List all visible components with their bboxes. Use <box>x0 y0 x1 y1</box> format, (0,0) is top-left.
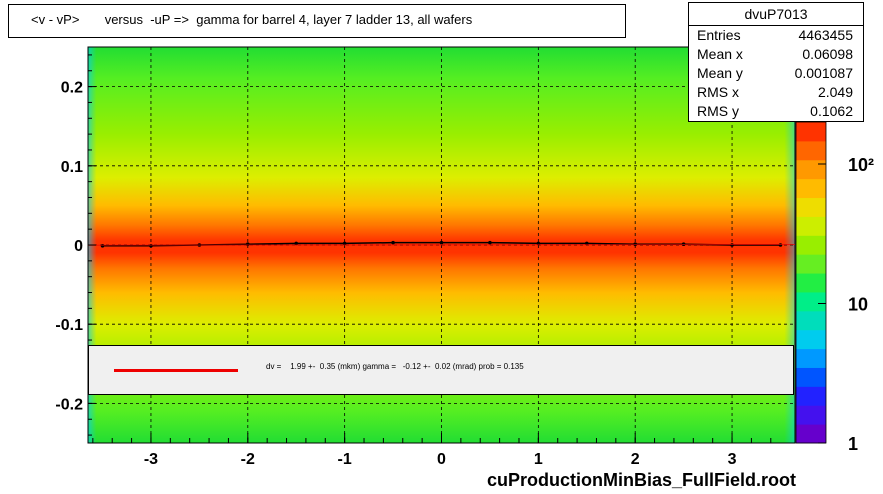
y-tick-label: 0.1 <box>61 159 83 176</box>
colorbar-segment <box>796 329 826 350</box>
colorbar-label: 1 <box>848 434 858 454</box>
y-tick-label: 0 <box>74 238 83 255</box>
stat-value: 0.06098 <box>802 46 853 62</box>
stat-label: Mean x <box>697 46 743 62</box>
y-tick-label: -0.1 <box>55 317 83 334</box>
x-tick-label: -3 <box>144 451 158 468</box>
x-tick-label: -2 <box>241 451 255 468</box>
profile-point <box>391 240 395 245</box>
legend-line-marker <box>114 369 238 372</box>
stats-box: dvuP7013 Entries 4463455 Mean x 0.06098 … <box>688 2 864 122</box>
title-box: <v - vP> versus -uP => gamma for barrel … <box>8 4 626 38</box>
colorbar-segment <box>796 291 826 312</box>
stat-value: 0.001087 <box>794 65 853 81</box>
colorbar-segment <box>796 216 826 236</box>
colorbar-segment <box>796 140 826 161</box>
colorbar-segment <box>796 122 826 142</box>
colorbar-segment <box>796 254 826 274</box>
stats-divider <box>689 25 863 26</box>
stat-row-rms-x: RMS x 2.049 <box>697 84 853 100</box>
colorbar-segment <box>796 235 826 255</box>
fit-legend: dv = 1.99 +- 0.35 (mkm) gamma = -0.12 +-… <box>88 345 794 395</box>
colorbar-segment <box>796 159 826 180</box>
stat-row-rms-y: RMS y 0.1062 <box>697 103 853 119</box>
colorbar-segment <box>796 273 826 293</box>
profile-points <box>87 240 796 248</box>
stat-label: Mean y <box>697 65 743 81</box>
colorbar-segment <box>796 197 826 217</box>
profile-point <box>294 241 299 246</box>
colorbar: 10² 10 1 <box>795 121 874 454</box>
x-tick-label: 0 <box>437 451 446 468</box>
stat-value: 4463455 <box>798 27 853 43</box>
profile-point <box>100 243 105 248</box>
stat-label: RMS x <box>697 84 739 100</box>
stat-label: RMS y <box>697 103 739 119</box>
y-axis: -0.2 -0.1 0 0.1 0.2 <box>55 54 96 436</box>
colorbar-segment <box>796 367 826 387</box>
y-tick-label: -0.2 <box>55 396 83 413</box>
footer-filename: cuProductionMinBias_FullField.root <box>487 470 797 490</box>
stat-label: Entries <box>697 27 741 43</box>
colorbar-frame <box>795 121 827 444</box>
colorbar-segment <box>796 310 826 331</box>
colorbar-segment <box>796 178 826 199</box>
stat-row-entries: Entries 4463455 <box>697 27 853 43</box>
stat-row-mean-x: Mean x 0.06098 <box>697 46 853 62</box>
x-tick-label: 3 <box>728 451 737 468</box>
profile-point <box>488 240 492 245</box>
x-tick-label: -1 <box>338 451 352 468</box>
chart-title: <v - vP> versus -uP => gamma for barrel … <box>31 12 473 27</box>
colorbar-label: 10² <box>848 155 874 175</box>
x-axis: -3 -2 -1 0 1 2 3 <box>92 433 772 468</box>
colorbar-label: 10 <box>848 294 868 314</box>
stat-row-mean-y: Mean y 0.001087 <box>697 65 853 81</box>
legend-text: dv = 1.99 +- 0.35 (mkm) gamma = -0.12 +-… <box>266 362 524 371</box>
y-tick-label: 0.2 <box>61 80 83 97</box>
colorbar-segment <box>796 405 826 425</box>
profile-point <box>439 240 444 245</box>
x-tick-label: 2 <box>631 451 640 468</box>
stat-value: 2.049 <box>817 84 853 100</box>
colorbar-segment <box>796 348 826 368</box>
stats-title: dvuP7013 <box>744 6 808 22</box>
colorbar-segment <box>796 386 826 406</box>
colorbar-segment <box>796 424 826 444</box>
fit-line <box>87 243 796 246</box>
x-tick-label: 1 <box>534 451 543 468</box>
profile-point <box>342 241 347 246</box>
stat-value: 0.1062 <box>810 103 853 119</box>
profile-point <box>149 243 153 248</box>
